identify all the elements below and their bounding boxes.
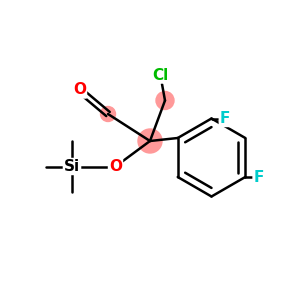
Text: F: F	[220, 111, 230, 126]
Circle shape	[156, 92, 174, 110]
Text: O: O	[109, 159, 122, 174]
Text: F: F	[254, 169, 264, 184]
Text: O: O	[73, 82, 86, 98]
Circle shape	[138, 129, 162, 153]
Text: Si: Si	[64, 159, 80, 174]
Circle shape	[100, 106, 116, 122]
Text: Cl: Cl	[152, 68, 169, 82]
